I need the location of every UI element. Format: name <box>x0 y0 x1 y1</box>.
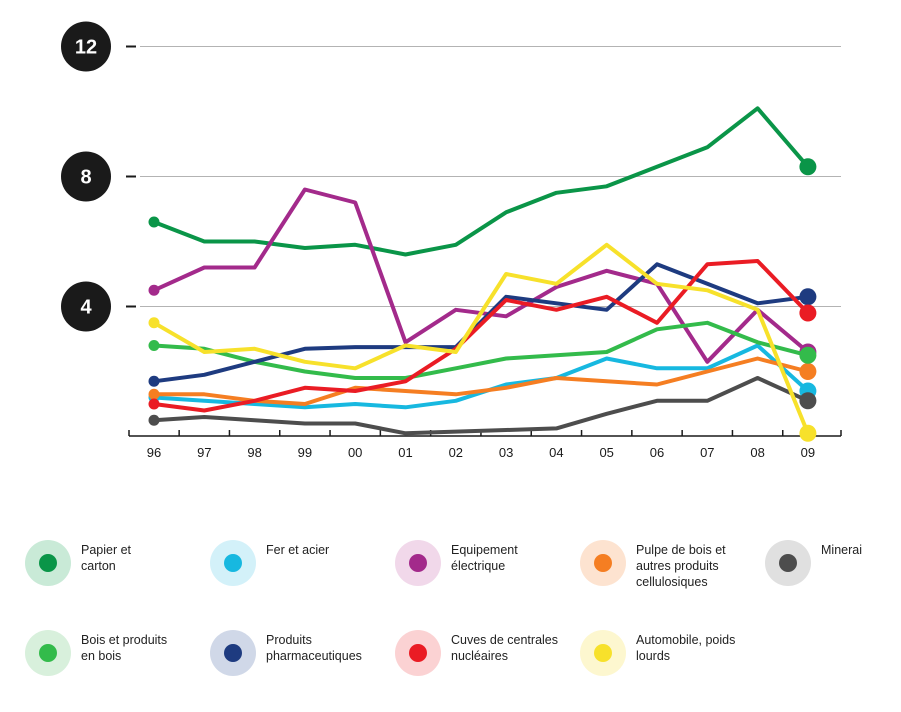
legend-label: Minerai <box>821 543 862 557</box>
x-tick-label: 00 <box>348 445 362 460</box>
legend-swatch <box>210 630 256 676</box>
legend-dot <box>39 554 57 572</box>
series-end-point <box>799 288 817 306</box>
series-line <box>152 259 810 413</box>
legend-item: Papier et carton <box>25 540 201 586</box>
legend-swatch <box>395 630 441 676</box>
series-line <box>152 106 810 257</box>
legend-swatch <box>25 540 71 586</box>
x-tick-label: 02 <box>449 445 463 460</box>
legend-label: Papier et carton <box>81 543 132 573</box>
legend-label: Automobile, poids lourds <box>636 633 736 663</box>
series-start-point <box>148 414 160 426</box>
x-tick-label: 07 <box>700 445 714 460</box>
series-line <box>152 376 810 436</box>
legend-dot <box>779 554 797 572</box>
legend-swatch <box>210 540 256 586</box>
legend-swatch <box>395 540 441 586</box>
x-tick-label: 01 <box>398 445 412 460</box>
legend-dot <box>594 644 612 662</box>
legend-item: Cuves de centrales nucléaires <box>395 630 571 676</box>
series-end-point <box>799 392 817 410</box>
legend-dot <box>39 644 57 662</box>
series-start-point <box>148 317 160 329</box>
series-start-point <box>148 340 160 351</box>
legend-label: Produits pharmaceutiques <box>266 633 362 663</box>
x-tick-label: 97 <box>197 445 211 460</box>
legend-item: Fer et acier <box>210 540 386 586</box>
legend-dot <box>594 554 612 572</box>
line-chart: 4 8 12 96 97 98 99 00 01 02 03 04 05 06 07 08 09 <box>61 21 842 460</box>
legend-dot <box>409 554 427 572</box>
x-tick-label: 96 <box>147 445 161 460</box>
series-line <box>152 242 810 436</box>
x-tick-label: 06 <box>650 445 664 460</box>
legend-dot <box>224 554 242 572</box>
series-line <box>152 356 810 406</box>
legend-dot <box>409 644 427 662</box>
series-line <box>152 320 810 380</box>
series-start-point <box>148 398 160 410</box>
x-tick-label: 08 <box>750 445 764 460</box>
series-end-point <box>799 346 817 364</box>
x-tick-label: 99 <box>298 445 312 460</box>
legend-item: Equipement électrique <box>395 540 571 586</box>
legend-item: Pulpe de bois et autres produits cellulo… <box>580 540 756 590</box>
legend-item: Bois et produits en bois <box>25 630 201 676</box>
x-tick-label: 09 <box>801 445 815 460</box>
x-tick-label: 04 <box>549 445 563 460</box>
series-line <box>152 187 810 364</box>
legend-label: Cuves de centrales nucléaires <box>451 633 559 663</box>
legend-swatch <box>580 540 626 586</box>
y-tick-label: 8 <box>80 167 91 189</box>
y-tick-badge <box>61 151 111 202</box>
x-tick-label: 05 <box>599 445 613 460</box>
legend-dot <box>224 644 242 662</box>
y-tick-badge <box>61 21 111 72</box>
legend-label: Pulpe de bois et autres produits cellulo… <box>636 543 726 589</box>
series-end-point <box>799 424 817 442</box>
series-start-point <box>148 216 160 228</box>
legend-item: Automobile, poids lourds <box>580 630 756 676</box>
legend-item: Produits pharmaceutiques <box>210 630 386 676</box>
series-start-point <box>148 284 160 296</box>
y-tick-badge <box>61 281 111 332</box>
series-end-point <box>799 363 817 380</box>
x-tick-label: 98 <box>247 445 261 460</box>
legend-label: Equipement électrique <box>451 543 518 573</box>
legend-swatch <box>25 630 71 676</box>
legend-label: Fer et acier <box>266 543 330 557</box>
series-start-point <box>148 388 160 400</box>
series-start-point <box>148 375 160 387</box>
legend-swatch <box>765 540 811 586</box>
y-tick-label: 4 <box>80 297 92 319</box>
series-end-point <box>799 304 817 322</box>
x-tick-label: 03 <box>499 445 513 460</box>
legend-label: Bois et produits en bois <box>81 633 168 663</box>
y-tick-label: 12 <box>75 37 97 59</box>
series-end-point <box>799 158 817 176</box>
legend-swatch <box>580 630 626 676</box>
legend-item: Minerai <box>765 540 901 586</box>
